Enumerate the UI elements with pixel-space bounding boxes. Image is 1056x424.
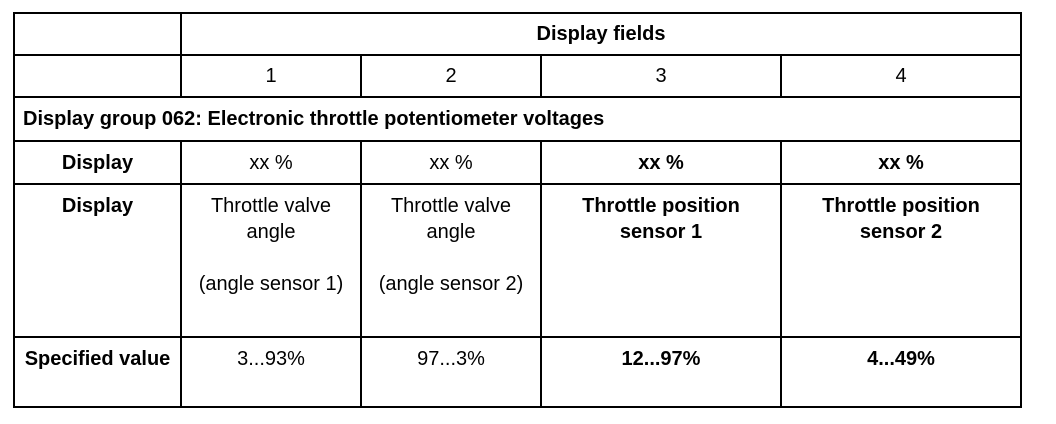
cell: 12...97% bbox=[540, 336, 782, 408]
header-title: Display fields bbox=[180, 12, 1022, 56]
cell: xx % bbox=[540, 140, 782, 185]
table-row: Display xx % xx % xx % xx % bbox=[13, 140, 1022, 185]
table-row: Display Throttle valve angle (angle sensor… bbox=[13, 183, 1022, 338]
cell-text: 3...93% bbox=[237, 348, 305, 370]
cell-text: 97...3% bbox=[417, 348, 485, 370]
data-table: Display fields 1 2 3 4 Display group 062: Ele… bbox=[13, 12, 1022, 408]
field-number: 1 bbox=[180, 54, 362, 98]
group-title: Display group 062: Electronic throttle p… bbox=[13, 96, 1022, 142]
row-label: Specified value bbox=[13, 336, 182, 408]
table-row: Display fields bbox=[13, 12, 1022, 56]
table-row: Display group 062: Electronic throttle p… bbox=[13, 96, 1022, 142]
cell: 97...3% bbox=[360, 336, 542, 408]
cell-text: xx % bbox=[429, 151, 473, 174]
cell-text: xx % bbox=[638, 151, 684, 174]
cell-text: 4...49% bbox=[867, 348, 935, 370]
cell-text: 12...97% bbox=[621, 348, 701, 370]
cell: xx % bbox=[360, 140, 542, 185]
cell: Throttle valve angle (angle sensor 2) bbox=[360, 183, 542, 338]
cell: xx % bbox=[780, 140, 1022, 185]
cell-text: xx % bbox=[878, 151, 924, 174]
field-number: 3 bbox=[540, 54, 782, 98]
cell: 4...49% bbox=[780, 336, 1022, 408]
cell: Throttle valve angle (angle sensor 1) bbox=[180, 183, 362, 338]
cell-text: (angle sensor 2) bbox=[378, 273, 524, 295]
cell-text: Throttle valve angle bbox=[390, 195, 512, 243]
table-row: Specified value 3...93% 97...3% 12...97% 4..… bbox=[13, 336, 1022, 408]
row-label: Display bbox=[13, 140, 182, 185]
cell-text: Throttle position sensor 1 bbox=[582, 195, 740, 243]
cell: 3...93% bbox=[180, 336, 362, 408]
cell: xx % bbox=[180, 140, 362, 185]
cell-text: xx % bbox=[249, 151, 293, 174]
cell: Throttle position sensor 1 bbox=[540, 183, 782, 338]
cell: Throttle position sensor 2 bbox=[780, 183, 1022, 338]
empty-cell bbox=[13, 12, 182, 56]
cell-text: Throttle position sensor 2 bbox=[822, 195, 980, 243]
empty-cell bbox=[13, 54, 182, 98]
cell-text: (angle sensor 1) bbox=[198, 273, 344, 295]
row-label: Display bbox=[13, 183, 182, 338]
field-number: 4 bbox=[780, 54, 1022, 98]
field-number: 2 bbox=[360, 54, 542, 98]
cell-text: Throttle valve angle bbox=[210, 195, 332, 243]
